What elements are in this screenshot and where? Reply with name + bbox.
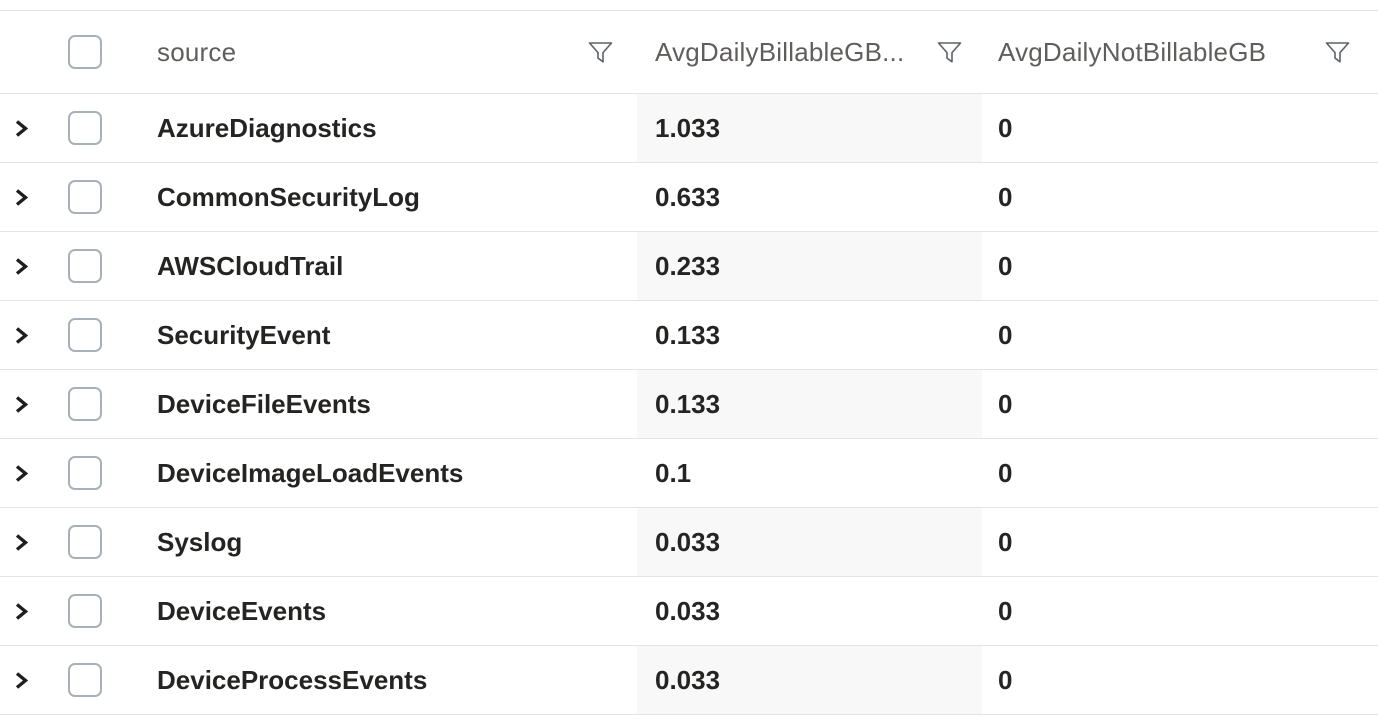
billable-gb-cell: 0.133 [655,319,721,350]
source-cell: CommonSecurityLog [157,181,420,212]
not-billable-gb-cell: 0 [998,319,1013,350]
not-billable-gb-cell: 0 [998,664,1013,695]
column-header-avg-daily-billable-gb[interactable]: AvgDailyBillableGB... [655,36,905,67]
billable-gb-cell: 0.033 [655,595,721,626]
not-billable-gb-cell: 0 [998,457,1013,488]
column-header-source-cell: source [103,11,637,93]
grid-body: AzureDiagnostics 1.033 0 CommonSecurityL… [0,93,1378,714]
row-checkbox[interactable] [68,111,102,145]
row-checkbox[interactable] [68,180,102,214]
billable-gb-cell: 0.233 [655,250,721,281]
table-row[interactable]: AWSCloudTrail 0.233 0 [0,231,1378,300]
chevron-right-icon[interactable] [14,602,28,621]
row-checkbox[interactable] [68,456,102,490]
table-row[interactable]: DeviceEvents 0.033 0 [0,576,1378,645]
source-cell: DeviceEvents [157,595,327,626]
select-all-checkbox[interactable] [68,35,102,69]
chevron-right-icon[interactable] [14,119,28,138]
row-checkbox[interactable] [68,663,102,697]
chevron-right-icon[interactable] [14,464,28,483]
not-billable-gb-cell: 0 [998,112,1013,143]
table-row[interactable]: DeviceFileEvents 0.133 0 [0,369,1378,438]
row-checkbox[interactable] [68,594,102,628]
filter-icon[interactable] [588,41,613,64]
source-cell: DeviceProcessEvents [157,664,428,695]
source-cell: DeviceFileEvents [157,388,371,419]
source-cell: DeviceImageLoadEvents [157,457,464,488]
table-row[interactable]: CommonSecurityLog 0.633 0 [0,162,1378,231]
row-checkbox[interactable] [68,525,102,559]
billable-gb-cell: 0.033 [655,526,721,557]
chevron-right-icon[interactable] [14,395,28,414]
column-header-notbillable-cell: AvgDailyNotBillableGB [982,11,1378,93]
not-billable-gb-cell: 0 [998,388,1013,419]
billable-gb-cell: 0.633 [655,181,721,212]
billable-gb-cell: 0.133 [655,388,721,419]
not-billable-gb-cell: 0 [998,181,1013,212]
chevron-right-icon[interactable] [14,533,28,552]
table-row[interactable]: DeviceProcessEvents 0.033 0 [0,645,1378,714]
chevron-right-icon[interactable] [14,257,28,276]
expand-header-cell [0,11,44,93]
source-cell: SecurityEvent [157,319,331,350]
chevron-right-icon[interactable] [14,671,28,690]
grid-header-row: source AvgDailyBillableGB... AvgDailyNot… [0,11,1378,93]
chevron-right-icon[interactable] [14,326,28,345]
row-checkbox[interactable] [68,387,102,421]
billable-gb-cell: 1.033 [655,112,721,143]
filter-icon[interactable] [937,41,962,64]
column-header-avg-daily-not-billable-gb[interactable]: AvgDailyNotBillableGB [998,36,1267,67]
source-cell: Syslog [157,526,243,557]
table-row[interactable]: AzureDiagnostics 1.033 0 [0,93,1378,162]
billable-gb-cell: 0.033 [655,664,721,695]
not-billable-gb-cell: 0 [998,595,1013,626]
table-row[interactable]: Syslog 0.033 0 [0,507,1378,576]
billable-gb-cell: 0.1 [655,457,692,488]
data-grid: source AvgDailyBillableGB... AvgDailyNot… [0,10,1378,715]
source-cell: AWSCloudTrail [157,250,344,281]
chevron-right-icon[interactable] [14,188,28,207]
row-checkbox[interactable] [68,318,102,352]
not-billable-gb-cell: 0 [998,250,1013,281]
filter-icon[interactable] [1325,41,1350,64]
not-billable-gb-cell: 0 [998,526,1013,557]
column-header-billable-cell: AvgDailyBillableGB... [637,11,982,93]
source-cell: AzureDiagnostics [157,112,377,143]
column-header-source[interactable]: source [157,36,237,67]
row-checkbox[interactable] [68,249,102,283]
table-row[interactable]: DeviceImageLoadEvents 0.1 0 [0,438,1378,507]
table-row[interactable]: SecurityEvent 0.133 0 [0,300,1378,369]
select-all-cell [44,11,103,93]
